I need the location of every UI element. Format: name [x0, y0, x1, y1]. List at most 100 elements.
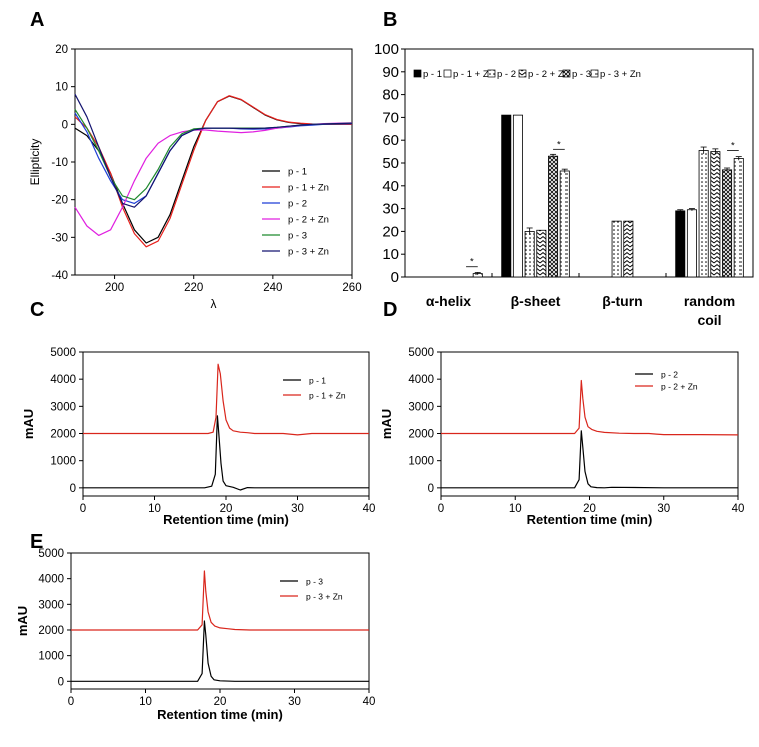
- panel-b-y-tick-label: 100: [374, 41, 399, 58]
- panel-b-bar-3-3: [710, 151, 721, 278]
- panel-a-legend-label-0: p - 1: [288, 167, 307, 178]
- panel-c-x-axis-label: Retention time (min): [163, 512, 289, 527]
- panel-e-legend-label-0: p - 3: [306, 577, 323, 587]
- panel-letter-e: E: [30, 531, 43, 553]
- panel-b-y-tick-label: 20: [382, 223, 399, 240]
- panel-b-legend-swatch-0: [413, 69, 422, 78]
- panel-a-x-tick-label: 200: [105, 282, 124, 294]
- panel-a-legend-label-3: p - 2 + Zn: [288, 215, 329, 226]
- panel-e-y-tick-label: 4000: [38, 574, 64, 586]
- panel-c-x-tick-label: 10: [148, 503, 161, 515]
- panel-b-bar-3-4: [722, 169, 733, 278]
- panel-a-series-line-1: [74, 95, 352, 248]
- panel-a-x-axis-label: λ: [211, 297, 217, 311]
- panel-c-plot-frame: [82, 351, 370, 497]
- panel-b-y-tick-label: 50: [382, 155, 399, 172]
- panel-a-y-tick-label: 20: [55, 44, 68, 56]
- panel-c-y-tick-label: 5000: [50, 347, 76, 359]
- panel-e-series-line-0: [71, 620, 369, 682]
- panel-c-x-tick-label: 20: [220, 503, 233, 515]
- panel-b-legend-swatch-5: [590, 69, 599, 78]
- panel-letter-a: A: [30, 9, 44, 31]
- panel-d-y-tick-label: 2000: [408, 429, 434, 441]
- panel-b-bar-3-0: [675, 210, 686, 278]
- panel-c-legend-label-1: p - 1 + Zn: [309, 391, 346, 401]
- panel-b-legend-label-4: p - 3: [572, 69, 591, 80]
- panel-b-secondary-structure: 0 10 20 30 40 50 60 70 80 90 100 α-helix β-sheet β-tu…: [374, 41, 754, 328]
- panel-e-legend-label-1: p - 3 + Zn: [306, 592, 343, 602]
- panel-a-y-tick-label: -40: [51, 270, 68, 282]
- panel-d-x-tick-label: 30: [657, 503, 670, 515]
- panel-d-series-line-1: [441, 379, 739, 436]
- panel-c-series-line-1: [83, 363, 369, 436]
- panel-a-legend-label-2: p - 2: [288, 199, 307, 210]
- panel-b-legend-swatch-1: [443, 69, 452, 78]
- panel-b-bar-3-1: [686, 209, 697, 278]
- panel-a-y-tick-label: -20: [51, 195, 68, 207]
- panel-c-chromatogram: 0 10 20 30 40 0 1000 2000 3000 4000 5000 Retention …: [21, 347, 375, 527]
- panel-b-bar-1-0: [501, 114, 512, 278]
- panel-letter-c: C: [30, 299, 44, 321]
- panel-e-series-line-1: [71, 570, 369, 631]
- panel-c-legend-label-0: p - 1: [309, 376, 326, 386]
- panel-c-y-tick-label: 2000: [50, 429, 76, 441]
- panel-c-x-tick-label: 30: [291, 503, 304, 515]
- panel-b-bar-1-1: [512, 114, 523, 278]
- panel-e-x-tick-label: 0: [68, 696, 74, 708]
- panel-d-y-tick-label: 4000: [408, 374, 434, 386]
- panel-a-x-tick-label: 260: [342, 282, 361, 294]
- panel-e-x-tick-label: 10: [139, 696, 152, 708]
- panel-d-legend-label-1: p - 2 + Zn: [661, 382, 698, 392]
- panel-b-category-label: random coil: [684, 293, 735, 328]
- panel-b-y-tick-label: 60: [382, 132, 399, 149]
- panel-c-x-tick-label: 40: [363, 503, 376, 515]
- panel-b-significance-star: *: [470, 257, 474, 268]
- panel-c-y-tick-label: 4000: [50, 374, 76, 386]
- panel-e-y-tick-label: 3000: [38, 599, 64, 611]
- panel-e-y-axis-label: mAU: [15, 606, 30, 636]
- panel-a-y-tick-label: 0: [62, 119, 68, 131]
- panel-c-y-tick-label: 0: [70, 483, 76, 495]
- panel-a-plot-frame: [74, 48, 353, 276]
- panel-a-legend-label-1: p - 1 + Zn: [288, 183, 329, 194]
- panel-a-y-tick-label: -30: [51, 232, 68, 244]
- panel-d-y-tick-label: 5000: [408, 347, 434, 359]
- panel-e-x-axis-label: Retention time (min): [157, 707, 283, 722]
- panel-a-cd-spectrum: 200 220 240 260 -40 -30 -20 -10 0 10 20 λ Ellipticit…: [28, 44, 362, 311]
- panel-letter-d: D: [383, 299, 397, 321]
- panel-b-y-tick-label: 40: [382, 178, 399, 195]
- panel-d-plot-frame: [440, 351, 739, 497]
- panel-d-x-tick-label: 0: [438, 503, 444, 515]
- panel-e-x-tick-label: 30: [288, 696, 301, 708]
- panel-d-chromatogram: 0 10 20 30 40 0 1000 2000 3000 4000 5000 Retention …: [379, 347, 744, 527]
- panel-d-x-tick-label: 10: [509, 503, 522, 515]
- panel-d-y-axis-label: mAU: [379, 409, 394, 439]
- panel-b-y-tick-label: 10: [382, 246, 399, 263]
- panel-a-y-tick-label: -10: [51, 157, 68, 169]
- panel-b-legend-label-1: p - 1 + Zn: [453, 69, 494, 80]
- panel-c-x-tick-label: 0: [80, 503, 86, 515]
- panel-b-legend-swatch-4: [562, 69, 571, 78]
- panel-b-bar-1-2: [524, 230, 535, 278]
- panel-b-legend-swatch-3: [518, 69, 527, 78]
- panel-letter-b: B: [383, 9, 397, 31]
- panel-b-y-tick-label: 30: [382, 201, 399, 218]
- panel-e-chromatogram: 0 10 20 30 40 0 1000 2000 3000 4000 5000 Retention …: [15, 548, 375, 722]
- panel-b-legend-label-3: p - 2 + Zn: [528, 69, 569, 80]
- panel-b-bar-1-5: [559, 170, 570, 278]
- panel-d-x-tick-label: 20: [583, 503, 596, 515]
- panel-b-legend-label-5: p - 3 + Zn: [600, 69, 641, 80]
- panel-e-y-tick-label: 0: [58, 676, 64, 688]
- panel-a-x-tick-label: 220: [184, 282, 203, 294]
- panel-e-x-tick-label: 40: [363, 696, 376, 708]
- panel-c-y-axis-label: mAU: [21, 409, 36, 439]
- panel-b-bar-3-5: [733, 158, 744, 278]
- panel-e-y-tick-label: 2000: [38, 625, 64, 637]
- panel-d-x-axis-label: Retention time (min): [527, 512, 653, 527]
- panel-a-y-tick-label: 10: [55, 82, 68, 94]
- panel-e-plot-frame: [70, 552, 370, 690]
- panel-e-x-tick-label: 20: [214, 696, 227, 708]
- panel-b-bar-1-4: [548, 155, 559, 278]
- panel-b-category-label: β-sheet: [511, 293, 561, 309]
- panel-b-y-tick-label: 80: [382, 87, 399, 104]
